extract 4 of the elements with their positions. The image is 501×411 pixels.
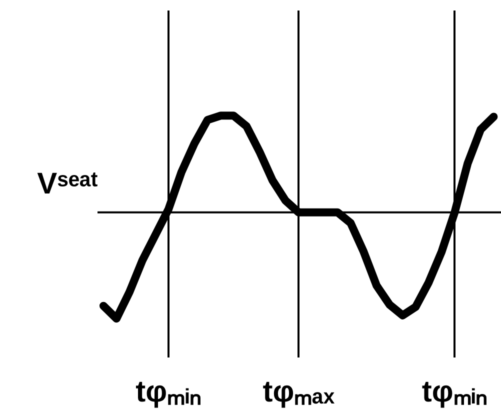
x-tick-label: tφₘᵢₙ [422, 376, 488, 408]
x-tick-label: tφₘᵢₙ [136, 376, 202, 408]
x-tick-label: tφₘₐₓ [262, 376, 336, 408]
y-axis-title: Vˢᵉᵃᵗ [37, 168, 98, 200]
